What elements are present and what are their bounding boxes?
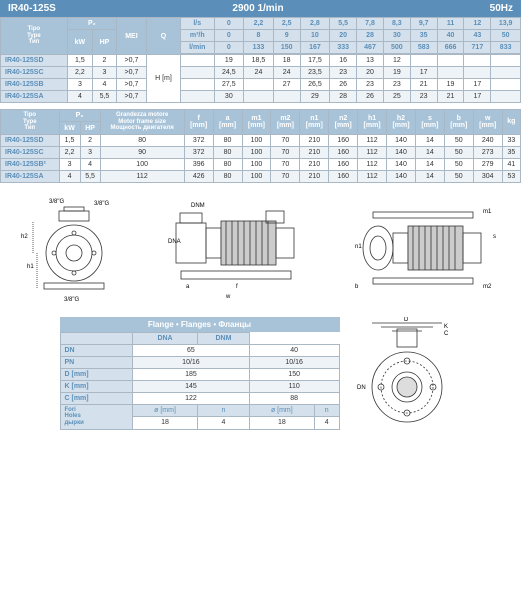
model-cell: IR40-125SB: [1, 79, 68, 91]
flange-title: Flange • Flanges • Фланцы: [60, 317, 340, 332]
svg-text:C: C: [444, 331, 449, 337]
svg-text:h1: h1: [27, 264, 34, 270]
col-type: TipoTypeТип: [1, 18, 68, 55]
svg-text:K: K: [444, 324, 448, 330]
model-cell: IR40-125SA: [1, 170, 60, 182]
flange-table: DNADNM DN6540PN10/1610/16D [mm]185150K […: [60, 332, 340, 430]
unit-m3h: m³/h: [180, 30, 214, 42]
unit-ls: l/s: [180, 18, 214, 30]
svg-text:D: D: [404, 317, 409, 323]
col-kw: kW: [67, 30, 92, 55]
svg-text:3/8"G: 3/8"G: [49, 199, 64, 205]
col-mei: MEI: [116, 18, 146, 55]
svg-text:DNM: DNM: [191, 203, 205, 209]
col-q: Q: [146, 18, 180, 55]
svg-text:m1: m1: [483, 209, 492, 215]
model-title: IR40-125S: [8, 3, 158, 14]
svg-text:f: f: [236, 284, 238, 290]
svg-text:w: w: [225, 294, 231, 300]
svg-text:m2: m2: [483, 284, 492, 290]
svg-text:h2: h2: [21, 234, 28, 240]
svg-text:s: s: [493, 234, 496, 240]
svg-text:a: a: [186, 284, 190, 290]
svg-text:DN: DN: [357, 385, 366, 391]
model-cell: IR40-125SC: [1, 146, 60, 158]
svg-text:DNA: DNA: [168, 239, 181, 245]
col-motor: Grandezza motoreMotor frame sizeМощность…: [100, 110, 184, 135]
svg-text:n1: n1: [355, 244, 362, 250]
model-cell: IR40-125SD: [1, 55, 68, 67]
flange-diagram: D K C DN: [352, 317, 462, 437]
dimensions-table: TipoTypeТип P₂ Grandezza motoreMotor fra…: [0, 109, 521, 183]
svg-text:b: b: [355, 284, 359, 290]
model-cell: IR40-125SC: [1, 67, 68, 79]
svg-text:3/8"G: 3/8"G: [64, 297, 79, 303]
technical-drawings: h1 h2 3/8"G 3/8"G 3/8"G DNM DNA a f w m1…: [0, 183, 521, 313]
unit-lmin: l/min: [180, 42, 214, 54]
pump-top-view: m1 m2 s n1 b: [353, 193, 503, 303]
model-cell: IR40-125SB²: [1, 158, 60, 170]
col-hp: HP: [92, 30, 116, 55]
col-p2: P₂: [67, 18, 116, 30]
hz: 50Hz: [358, 3, 513, 14]
model-cell: IR40-125SD: [1, 134, 60, 146]
performance-table: TipoTypeТип P₂ MEI Q l/s 02,22,52,85,57,…: [0, 17, 521, 103]
pump-side-view: DNM DNA a f w: [166, 193, 316, 303]
pump-front-view: h1 h2 3/8"G 3/8"G 3/8"G: [19, 193, 129, 303]
rpm: 2900 1/min: [158, 3, 358, 14]
svg-text:3/8"G: 3/8"G: [94, 201, 109, 207]
model-cell: IR40-125SA: [1, 91, 68, 103]
